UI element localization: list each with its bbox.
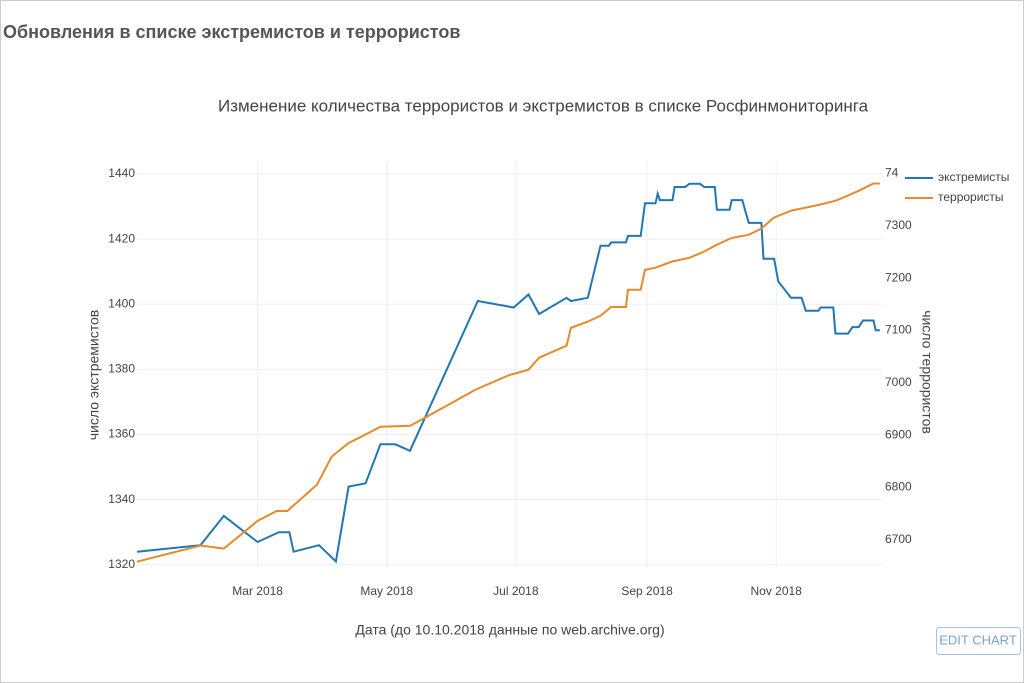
y-tick-label: 1360 bbox=[108, 427, 135, 441]
y-tick-label: 1400 bbox=[108, 296, 135, 310]
y-tick-label: 1380 bbox=[108, 362, 135, 376]
y2-tick-label: 7300 bbox=[885, 218, 912, 232]
y-tick-label: 1340 bbox=[108, 492, 135, 506]
y2-tick-label: 6800 bbox=[885, 480, 912, 494]
x-tick-label: Sep 2018 bbox=[621, 584, 673, 598]
y-tick-label: 1420 bbox=[108, 231, 135, 245]
x-tick-label: May 2018 bbox=[360, 584, 413, 598]
y2-tick-label: 7000 bbox=[885, 375, 912, 389]
y2-tick-label: 7100 bbox=[885, 323, 912, 337]
legend-label: экстремисты bbox=[938, 170, 1009, 184]
y-tick-label: 1440 bbox=[108, 166, 135, 180]
button-label[interactable]: EDIT CHART bbox=[939, 632, 1017, 647]
x-tick-label: Jul 2018 bbox=[493, 584, 539, 598]
series-line bbox=[136, 182, 880, 564]
y-axis-title: число экстремистов bbox=[86, 310, 102, 440]
y2-axis-title: число террористов bbox=[919, 310, 935, 434]
button-box[interactable] bbox=[936, 627, 1021, 655]
x-tick-label: Mar 2018 bbox=[232, 584, 283, 598]
series-line bbox=[136, 182, 880, 563]
legend-label: террористы bbox=[938, 190, 1004, 204]
page-title: Обновления в списке экстремистов и терро… bbox=[3, 22, 460, 42]
edit-chart-button[interactable]: EDIT CHART bbox=[936, 627, 1021, 655]
y2-tick-label: 7200 bbox=[885, 270, 912, 284]
y2-tick-label: 6700 bbox=[885, 532, 912, 546]
y2-tick-label: 74 bbox=[885, 166, 899, 180]
y-tick-label: 1320 bbox=[108, 557, 135, 571]
x-tick-label: Nov 2018 bbox=[750, 584, 802, 598]
chart-title: Изменение количества террористов и экстр… bbox=[218, 96, 869, 115]
y2-tick-label: 6900 bbox=[885, 427, 912, 441]
grid bbox=[137, 161, 882, 568]
x-axis-title: Дата (до 10.10.2018 данные по web.archiv… bbox=[355, 622, 664, 638]
